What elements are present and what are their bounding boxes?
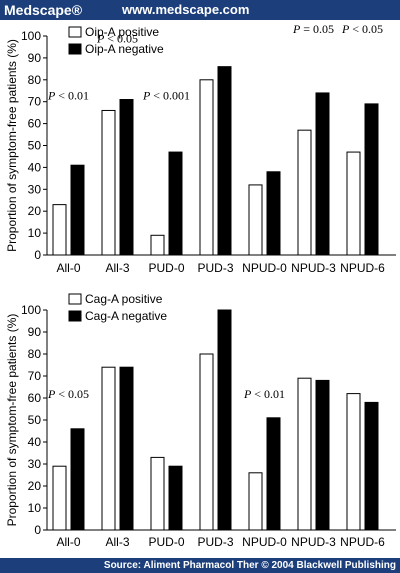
x-category-label: PUD-3 [197,535,233,549]
legend-label: Cag-A positive [85,292,163,306]
legend-swatch [68,26,82,38]
bar-cag-a-positive-all-3 [101,366,116,531]
bar-oip-a-negative-npud-6 [364,103,379,256]
bar-cag-a-positive-all-0 [52,465,67,531]
y-tick-label: 90 [28,325,42,339]
bar-oip-a-negative-npud-3 [315,92,330,256]
y-tick-label: 80 [28,347,42,361]
bar-oip-a-negative-pud-3 [217,66,232,256]
x-category-label: NPUD-3 [291,535,336,549]
bar-cag-a-negative-npud-6 [364,401,379,531]
y-axis-title: Proportion of symptom-free patients (%) [5,39,19,252]
bar-oip-a-positive-all-3 [101,109,116,256]
x-category-label: NPUD-0 [242,261,287,275]
x-category-label: PUD-0 [148,261,184,275]
bar-cag-a-positive-npud-0 [248,472,263,531]
medscape-banner: Medscape® www.medscape.com [0,0,400,20]
p-value-annotation: P = 0.05 [292,22,334,36]
p-value-annotation: P < 0.01 [47,89,89,103]
bar-oip-a-positive-all-0 [52,204,67,256]
y-tick-label: 30 [28,182,42,196]
bar-cag-a-negative-npud-0 [266,417,281,531]
bar-oip-a-positive-npud-0 [248,184,263,256]
x-category-label: All-0 [56,535,80,549]
y-tick-label: 60 [28,117,42,131]
bar-cag-a-positive-npud-6 [346,393,361,531]
y-tick-label: 10 [28,226,42,240]
bar-oip-a-negative-npud-0 [266,171,281,256]
y-tick-label: 10 [28,501,42,515]
bar-cag-a-negative-all-3 [119,366,134,531]
medscape-url-link[interactable]: www.medscape.com [122,2,250,17]
x-category-label: PUD-0 [148,535,184,549]
y-tick-label: 50 [28,139,42,153]
bar-cag-a-negative-npud-3 [315,379,330,531]
medscape-logo: Medscape® [4,2,83,18]
y-tick-label: 30 [28,457,42,471]
x-category-label: PUD-3 [197,261,233,275]
bar-oip-a-negative-all-0 [70,164,85,256]
y-tick-label: 0 [34,523,41,537]
legend-swatch [68,310,82,322]
legend-swatch [68,293,82,305]
x-category-label: NPUD-3 [291,261,336,275]
y-tick-label: 80 [28,73,42,87]
x-category-label: NPUD-6 [340,535,385,549]
legend-swatch [68,43,82,55]
x-category-label: All-3 [105,261,129,275]
bar-oip-a-positive-npud-3 [297,129,312,256]
bar-oip-a-negative-pud-0 [168,151,183,256]
y-tick-label: 100 [21,303,41,317]
x-category-label: All-0 [56,261,80,275]
p-value-annotation: P < 0.05 [96,32,138,46]
p-value-annotation: P < 0.05 [341,22,383,36]
bar-oip-a-positive-npud-6 [346,151,361,256]
legend-label: Oip-A positive [85,25,159,39]
bar-cag-a-negative-pud-3 [217,309,232,531]
y-tick-label: 60 [28,391,42,405]
y-tick-label: 100 [21,29,41,43]
bar-oip-a-positive-pud-0 [150,234,165,256]
bar-oip-a-negative-all-3 [119,99,134,256]
y-tick-label: 70 [28,95,42,109]
p-value-annotation: P < 0.01 [243,387,285,401]
p-value-annotation: P < 0.05 [47,387,89,401]
x-category-label: NPUD-0 [242,535,287,549]
bar-cag-a-positive-pud-3 [199,353,214,531]
y-tick-label: 40 [28,160,42,174]
y-tick-label: 20 [28,479,42,493]
legend-label: Oip-A negative [85,42,164,56]
legend-label: Cag-A negative [85,309,167,323]
bar-cag-a-negative-pud-0 [168,465,183,531]
y-tick-label: 50 [28,413,42,427]
bar-cag-a-negative-all-0 [70,428,85,531]
y-tick-label: 70 [28,369,42,383]
y-tick-label: 0 [34,248,41,262]
bar-cag-a-positive-pud-0 [150,456,165,531]
y-axis-title: Proportion of symptom-free patients (%) [5,314,19,527]
y-tick-label: 20 [28,204,42,218]
y-tick-label: 40 [28,435,42,449]
y-tick-label: 90 [28,51,42,65]
p-value-annotation: P < 0.001 [142,89,190,103]
bar-cag-a-positive-npud-3 [297,377,312,531]
source-citation: Source: Aliment Pharmacol Ther © 2004 Bl… [103,560,396,571]
x-category-label: All-3 [105,535,129,549]
bar-oip-a-positive-pud-3 [199,79,214,256]
source-footer: Source: Aliment Pharmacol Ther © 2004 Bl… [0,558,400,573]
x-category-label: NPUD-6 [340,261,385,275]
